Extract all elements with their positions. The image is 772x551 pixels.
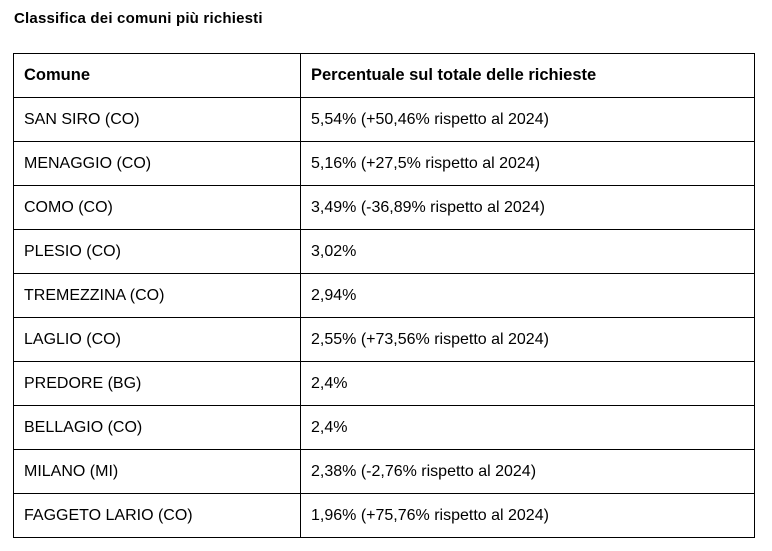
- cell-comune: PREDORE (BG): [13, 361, 301, 406]
- page-title: Classifica dei comuni più richiesti: [14, 10, 263, 27]
- cell-percentuale: 2,94%: [300, 273, 755, 318]
- table-row: SAN SIRO (CO) 5,54% (+50,46% rispetto al…: [13, 97, 755, 142]
- cell-comune: PLESIO (CO): [13, 229, 301, 274]
- cell-comune: FAGGETO LARIO (CO): [13, 493, 301, 538]
- cell-comune: MILANO (MI): [13, 449, 301, 494]
- cell-percentuale: 5,54% (+50,46% rispetto al 2024): [300, 97, 755, 142]
- cell-percentuale: 2,38% (-2,76% rispetto al 2024): [300, 449, 755, 494]
- column-header-comune: Comune: [13, 53, 301, 98]
- cell-comune: BELLAGIO (CO): [13, 405, 301, 450]
- table-row: COMO (CO) 3,49% (-36,89% rispetto al 202…: [13, 185, 755, 230]
- cell-comune: LAGLIO (CO): [13, 317, 301, 362]
- cell-percentuale: 2,55% (+73,56% rispetto al 2024): [300, 317, 755, 362]
- cell-percentuale: 2,4%: [300, 361, 755, 406]
- table-row: MENAGGIO (CO) 5,16% (+27,5% rispetto al …: [13, 141, 755, 186]
- comuni-ranking-table: Comune Percentuale sul totale delle rich…: [13, 53, 755, 538]
- column-header-percentuale: Percentuale sul totale delle richieste: [300, 53, 755, 98]
- table-row: BELLAGIO (CO) 2,4%: [13, 405, 755, 450]
- table-row: PREDORE (BG) 2,4%: [13, 361, 755, 406]
- cell-percentuale: 5,16% (+27,5% rispetto al 2024): [300, 141, 755, 186]
- table-row: FAGGETO LARIO (CO) 1,96% (+75,76% rispet…: [13, 493, 755, 538]
- cell-comune: COMO (CO): [13, 185, 301, 230]
- table-row: MILANO (MI) 2,38% (-2,76% rispetto al 20…: [13, 449, 755, 494]
- cell-percentuale: 3,49% (-36,89% rispetto al 2024): [300, 185, 755, 230]
- table-row: TREMEZZINA (CO) 2,94%: [13, 273, 755, 318]
- table-row: PLESIO (CO) 3,02%: [13, 229, 755, 274]
- cell-percentuale: 1,96% (+75,76% rispetto al 2024): [300, 493, 755, 538]
- cell-percentuale: 3,02%: [300, 229, 755, 274]
- cell-comune: SAN SIRO (CO): [13, 97, 301, 142]
- table-row: LAGLIO (CO) 2,55% (+73,56% rispetto al 2…: [13, 317, 755, 362]
- cell-comune: TREMEZZINA (CO): [13, 273, 301, 318]
- cell-percentuale: 2,4%: [300, 405, 755, 450]
- table-header-row: Comune Percentuale sul totale delle rich…: [13, 53, 755, 98]
- cell-comune: MENAGGIO (CO): [13, 141, 301, 186]
